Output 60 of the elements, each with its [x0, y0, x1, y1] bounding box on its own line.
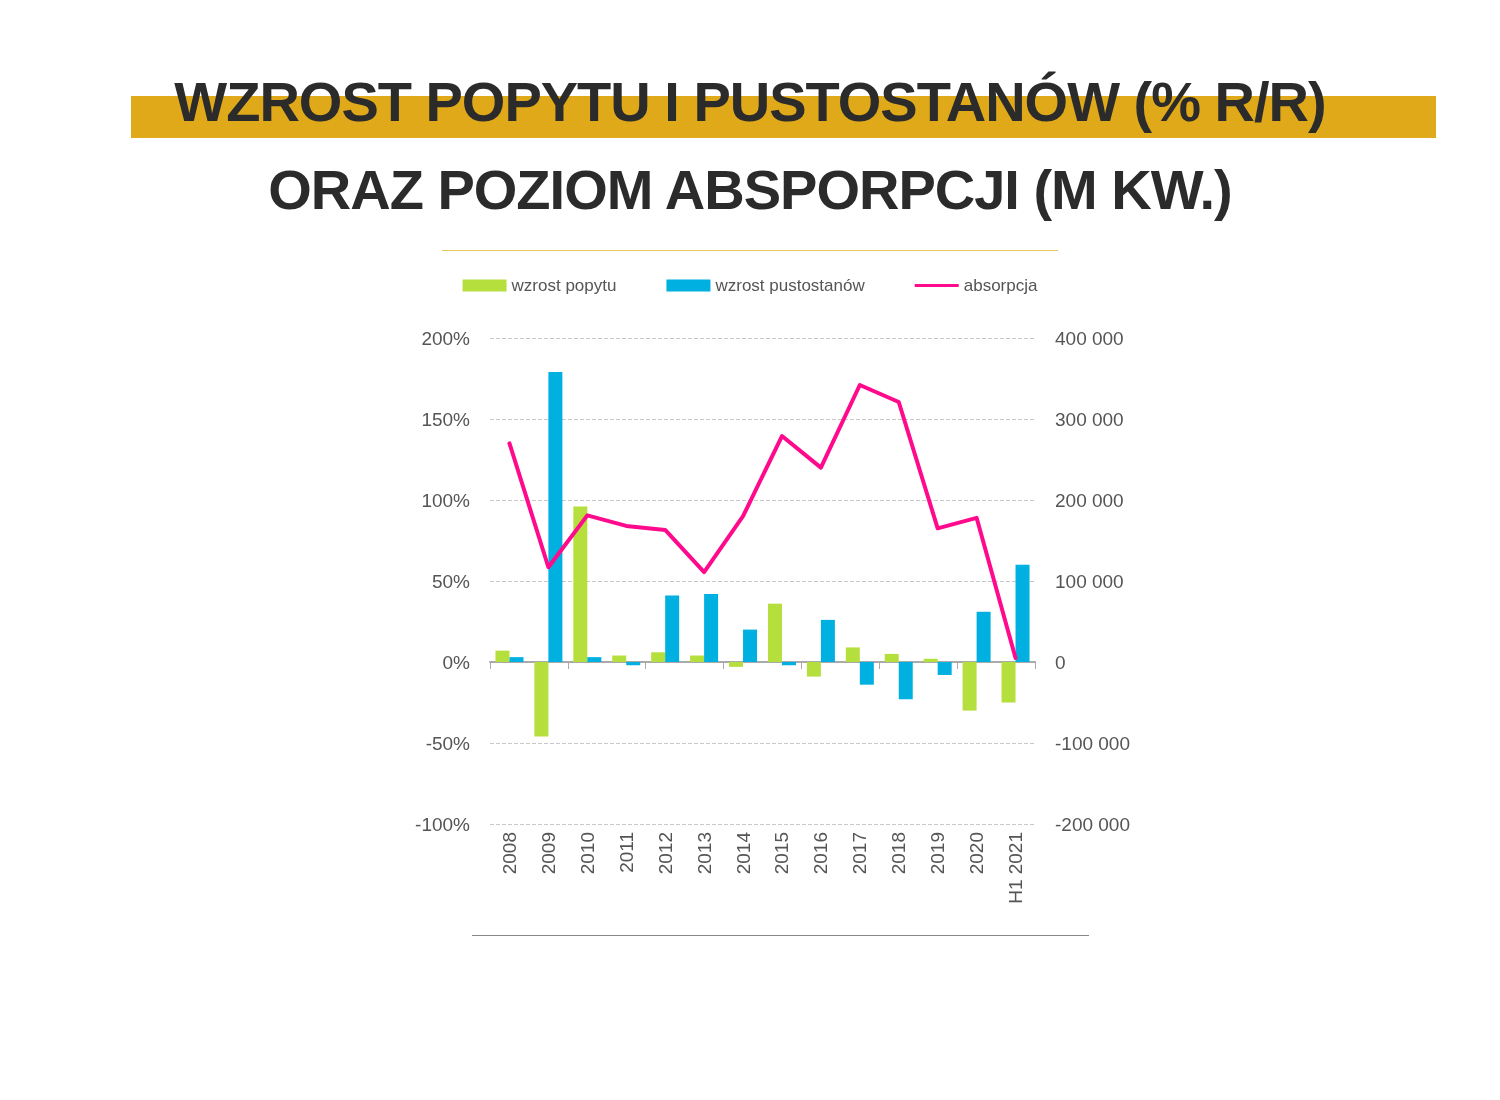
bar — [509, 657, 524, 662]
y2-tick-label: 300 000 — [1055, 408, 1124, 430]
x-tick-label: 2017 — [849, 832, 871, 875]
y-tick-label: 200% — [421, 327, 471, 349]
bar — [651, 652, 666, 662]
bar — [923, 658, 938, 662]
y2-tick-label: 200 000 — [1055, 489, 1124, 511]
x-tick-label: 2018 — [888, 832, 910, 875]
bar — [820, 619, 835, 662]
x-tick-label: 2019 — [927, 832, 949, 875]
y-tick-label: -100% — [415, 813, 471, 835]
x-tick-label: 2008 — [498, 832, 520, 875]
bar — [1001, 662, 1016, 703]
bar — [626, 662, 641, 666]
x-tick-label: 2012 — [654, 832, 676, 875]
bar — [859, 662, 874, 685]
bar — [898, 662, 913, 700]
legend-label: absorpcja — [963, 276, 1038, 295]
legend-label: wzrost pustostanów — [714, 276, 866, 295]
x-tick-label: 2011 — [615, 832, 637, 873]
bar — [690, 655, 705, 662]
y2-tick-label: -200 000 — [1055, 813, 1131, 835]
y2-tick-label: 100 000 — [1055, 570, 1124, 592]
x-tick-label: 2010 — [576, 832, 598, 875]
x-tick-label: 2014 — [732, 831, 754, 875]
x-tick-label: 2016 — [810, 832, 832, 875]
bar — [767, 603, 782, 662]
bar — [806, 662, 821, 677]
bar — [729, 662, 744, 667]
x-tick-label: 2013 — [693, 832, 715, 875]
x-tick-label: H1 2021 — [1005, 832, 1027, 904]
bar — [495, 650, 510, 662]
bar — [976, 611, 991, 662]
line-series — [507, 382, 1018, 660]
bar — [845, 647, 860, 662]
legend-label: wzrost popytu — [510, 276, 617, 295]
bar — [587, 657, 602, 662]
bar — [884, 653, 899, 662]
bar — [781, 662, 796, 666]
y-tick-label: 50% — [431, 570, 471, 592]
x-tick-label: 2009 — [537, 832, 559, 875]
x-tick-label: 2020 — [966, 832, 988, 875]
bar — [743, 629, 758, 662]
bar — [548, 372, 563, 662]
y2-tick-label: -100 000 — [1055, 732, 1131, 754]
bar — [937, 662, 952, 675]
bar — [704, 593, 719, 662]
y2-tick-label: 400 000 — [1055, 327, 1124, 349]
bar — [1015, 564, 1030, 662]
bar — [962, 662, 977, 711]
y-tick-label: 0% — [442, 651, 471, 673]
y-tick-label: 100% — [421, 489, 471, 511]
bar — [665, 595, 680, 662]
y-tick-label: 150% — [421, 408, 471, 430]
bar — [612, 655, 627, 662]
bar — [534, 662, 549, 737]
x-tick-label: 2015 — [771, 832, 793, 875]
y-tick-label: -50% — [425, 732, 471, 754]
y2-tick-label: 0 — [1055, 651, 1066, 673]
bar — [573, 506, 588, 662]
